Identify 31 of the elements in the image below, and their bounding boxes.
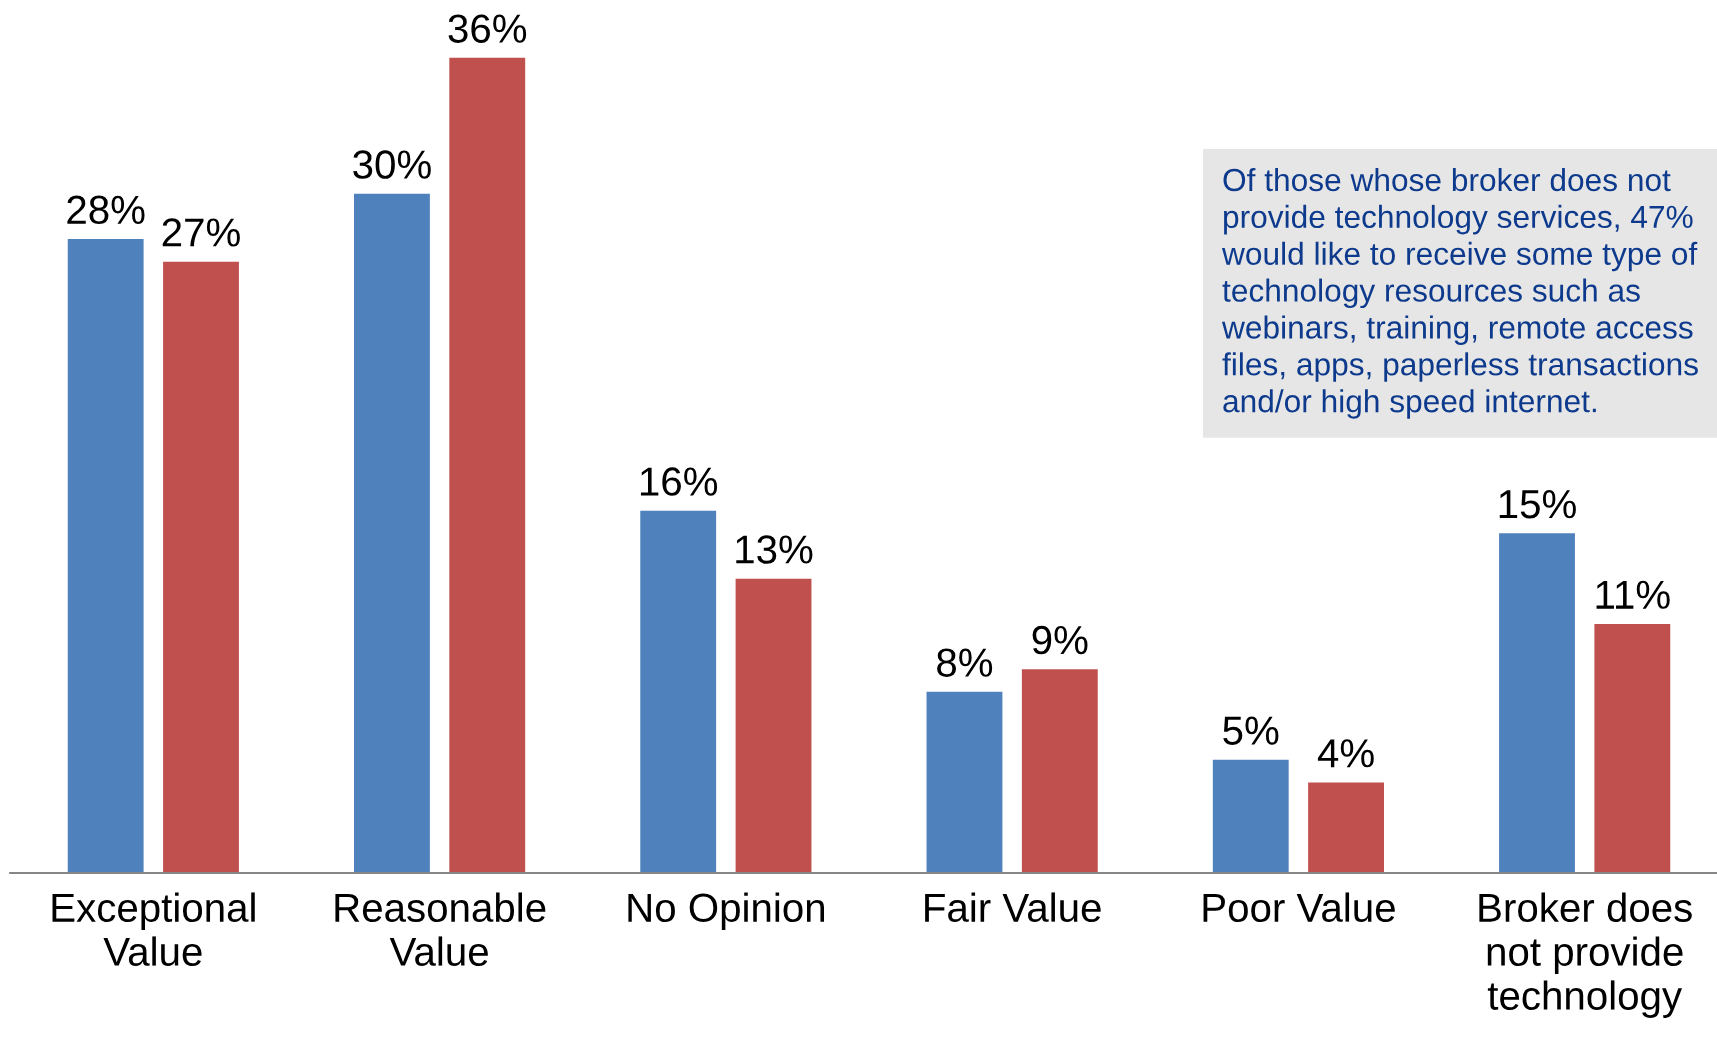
- data-label: 13%: [736, 535, 813, 564]
- bar: [1594, 623, 1671, 873]
- bar: [735, 578, 812, 873]
- x-tick-label: No Opinion: [628, 892, 825, 930]
- bar: [163, 261, 239, 873]
- bar: [926, 691, 1003, 873]
- data-label: 4%: [1317, 739, 1374, 768]
- data-label: 11%: [1596, 580, 1670, 609]
- data-label: 28%: [67, 195, 145, 225]
- bar: [1021, 669, 1098, 873]
- bar: [1212, 759, 1289, 873]
- x-tick-label: Poor Value: [1203, 892, 1395, 923]
- bar: [640, 510, 717, 873]
- bar: [1499, 533, 1575, 873]
- bar: [449, 57, 526, 873]
- bar: [67, 239, 144, 873]
- data-label: 30%: [353, 150, 431, 179]
- data-label: 9%: [1032, 625, 1088, 655]
- bar: [1308, 782, 1384, 873]
- data-label: 8%: [937, 648, 993, 677]
- x-tick-label: Exceptional Value: [52, 892, 255, 966]
- x-tick-label: Fair Value: [925, 892, 1101, 923]
- data-label: 16%: [640, 467, 718, 496]
- data-label: 5%: [1223, 716, 1279, 745]
- x-tick-label: Broker does not provide technology: [1479, 892, 1692, 1018]
- annotation: Of those whose broker does not provide technology services, 47% would like to receive some type of technology resources such as webinars, training, remote access files, apps, paperless transactions and/or high speed internet.: [1221, 168, 1698, 419]
- bar: [354, 193, 430, 873]
- data-label: 15%: [1499, 490, 1576, 519]
- data-label: 36%: [448, 14, 527, 43]
- data-label: 27%: [162, 218, 240, 247]
- x-tick-label: Reasonable Value: [335, 892, 546, 966]
